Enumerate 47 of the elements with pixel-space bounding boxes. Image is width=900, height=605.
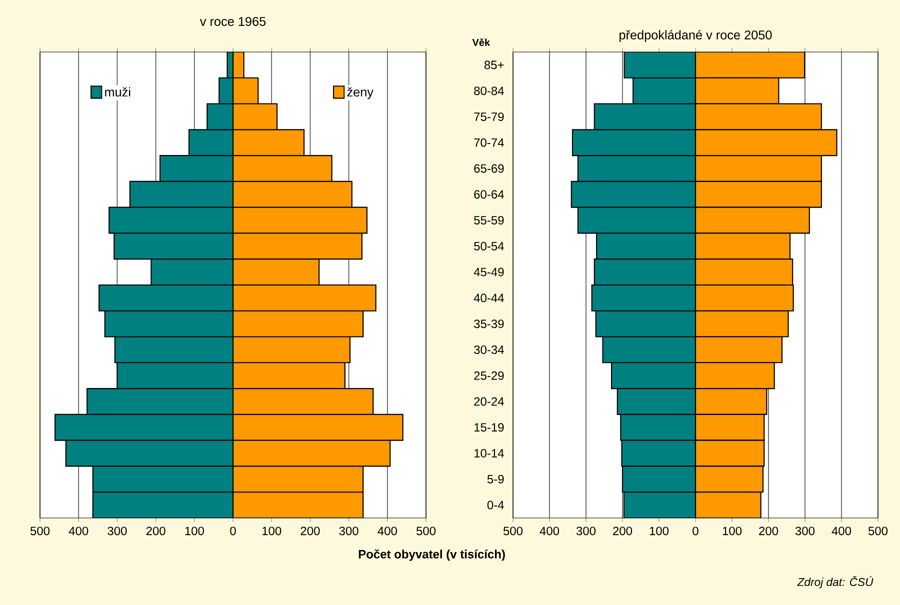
x-tick-label: 0 [230,526,236,536]
x-tick-label: 500 [416,526,436,536]
x-tick-label: 300 [576,526,596,536]
y-tick-label: 0-4 [487,500,504,510]
chart-title: předpokládané v roce 2050 [620,30,772,42]
x-tick-label: 100 [722,526,742,536]
y-tick-label: 5-9 [487,474,504,484]
y-tick-label: 40-44 [474,294,504,302]
legend-label: muži [105,87,130,97]
x-tick-label: 0 [692,526,698,536]
x-tick-label: 400 [832,526,852,536]
y-tick-label: 75-79 [474,112,504,121]
x-tick-label: 300 [339,526,358,536]
x-tick-label: 400 [378,526,397,536]
x-tick-label: 100 [650,526,669,536]
x-axis-title: Počet obyvatel (v tisících) [358,549,505,561]
x-tick-label: 300 [795,526,815,536]
x-tick-label: 300 [108,526,127,536]
x-tick-label: 500 [30,526,50,536]
y-tick-label: 20-24 [474,397,504,406]
x-tick-label: 400 [540,526,560,536]
y-tick-label: 80-84 [474,86,504,96]
x-tick-label: 200 [300,526,320,536]
y-tick-label: 60-64 [474,190,504,199]
y-tick-label: 85+ [484,60,504,70]
x-tick-label: 400 [68,526,88,536]
x-tick-label: 500 [503,526,523,536]
text: Zdroj dat: ČSÚ [797,576,874,588]
x-tick-label: 100 [185,526,204,536]
y-tick-label: 45-49 [474,268,504,276]
x-tick-label: 200 [146,526,166,536]
y-tick-label: 10-14 [474,449,504,458]
chart-title: v roce 1965 [200,16,266,26]
y-tick-label: 70-74 [474,138,504,147]
x-tick-label: 200 [613,526,632,536]
legend-label: ženy [347,87,374,100]
x-tick-label: 500 [868,526,888,536]
x-tick-label: 100 [262,526,282,536]
y-tick-label: 65-69 [474,164,504,173]
x-tick-label: 200 [759,526,778,536]
y-tick-label: 30-34 [474,345,504,354]
y-tick-label: 50-54 [474,242,504,250]
y-tick-label: 35-39 [474,320,504,328]
y-tick-label: 55-59 [474,216,504,225]
y-tick-label: 25-29 [474,371,504,380]
y-tick-label: 15-19 [474,423,504,432]
y-axis-title: Věk [472,38,490,46]
